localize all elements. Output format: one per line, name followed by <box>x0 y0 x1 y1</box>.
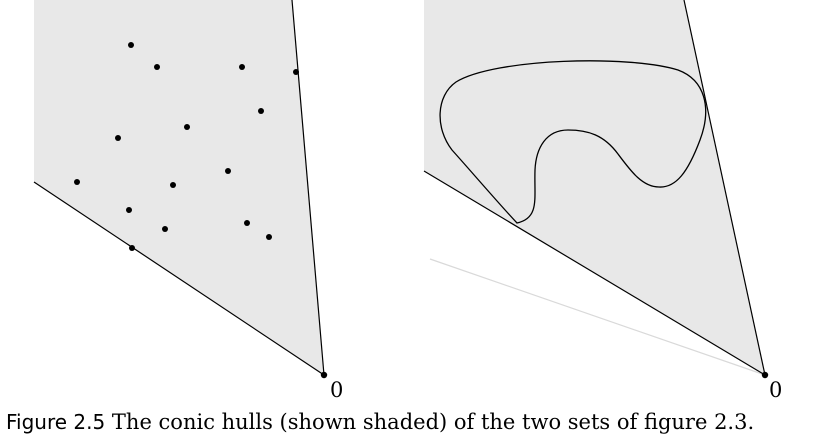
right-faint-ray <box>429 258 766 376</box>
right-origin-point <box>761 371 769 379</box>
figure-caption: Figure 2.5 The conic hulls (shown shaded… <box>6 410 820 434</box>
point <box>258 108 264 114</box>
point <box>74 179 80 185</box>
point <box>266 234 272 240</box>
left-origin-label: 0 <box>330 378 343 402</box>
right-hull-edge-lower <box>423 170 766 376</box>
point <box>162 226 168 232</box>
point <box>293 69 299 75</box>
left-panel: 0 <box>33 0 343 402</box>
left-point-set <box>74 42 299 251</box>
left-conic-hull-shade <box>34 0 324 375</box>
caption-label: Figure 2.5 <box>6 410 106 434</box>
left-hull-edge-lower <box>33 181 325 376</box>
point <box>170 182 176 188</box>
left-origin-point <box>320 371 328 379</box>
caption-text: The conic hulls (shown shaded) of the tw… <box>105 410 755 434</box>
right-conic-hull-shade <box>424 0 765 375</box>
point <box>184 124 190 130</box>
right-closed-curve-set <box>439 60 707 224</box>
right-origin-label: 0 <box>769 378 782 402</box>
right-panel: 0 <box>423 0 782 402</box>
point <box>239 64 245 70</box>
left-hull-edge-upper <box>291 0 325 376</box>
point <box>126 207 132 213</box>
point <box>128 42 134 48</box>
point <box>225 168 231 174</box>
right-hull-edge-upper <box>683 0 766 376</box>
point <box>154 64 160 70</box>
point <box>115 135 121 141</box>
point <box>244 220 250 226</box>
point <box>129 245 135 251</box>
